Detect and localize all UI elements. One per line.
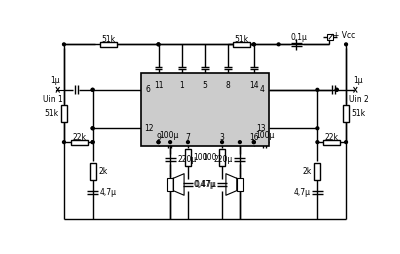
Circle shape — [91, 127, 94, 130]
Bar — [237, 178, 243, 191]
Circle shape — [238, 141, 241, 144]
Circle shape — [316, 127, 319, 130]
Text: 5: 5 — [202, 81, 208, 89]
Circle shape — [345, 43, 348, 46]
Circle shape — [157, 43, 160, 46]
Text: + Vcc: + Vcc — [333, 30, 355, 40]
Text: 220µ: 220µ — [214, 155, 233, 164]
Circle shape — [91, 141, 94, 144]
Circle shape — [252, 141, 255, 144]
Text: 11: 11 — [154, 81, 163, 89]
Circle shape — [316, 141, 319, 144]
Text: 16: 16 — [249, 133, 259, 142]
Text: 6: 6 — [145, 85, 150, 94]
Bar — [61, 105, 67, 122]
Bar — [327, 34, 333, 40]
Circle shape — [345, 141, 348, 144]
Bar — [167, 178, 173, 191]
Circle shape — [157, 141, 160, 144]
Circle shape — [335, 88, 338, 91]
Text: 7: 7 — [186, 133, 190, 142]
Circle shape — [62, 141, 65, 144]
Text: 51k: 51k — [44, 109, 58, 118]
Text: 100: 100 — [193, 153, 208, 162]
Text: 100: 100 — [202, 153, 217, 162]
Text: 220µ: 220µ — [177, 155, 196, 164]
Text: 100µ: 100µ — [255, 132, 274, 140]
Text: 8: 8 — [226, 81, 231, 89]
Text: 0,1µ: 0,1µ — [290, 33, 307, 42]
Text: 22k: 22k — [324, 133, 338, 142]
Circle shape — [221, 141, 224, 144]
Circle shape — [186, 141, 189, 144]
Text: 4: 4 — [260, 85, 265, 94]
Circle shape — [91, 88, 94, 91]
Bar — [314, 163, 320, 180]
Text: 1: 1 — [179, 81, 184, 89]
Circle shape — [157, 141, 160, 144]
Text: 51k: 51k — [234, 35, 248, 44]
Bar — [90, 163, 96, 180]
Bar — [343, 105, 349, 122]
Text: 13: 13 — [256, 124, 266, 133]
Text: 2k: 2k — [303, 167, 312, 176]
Text: 9: 9 — [156, 133, 161, 142]
Circle shape — [252, 43, 255, 46]
Circle shape — [62, 43, 65, 46]
Circle shape — [252, 141, 255, 144]
Text: 51k: 51k — [352, 109, 366, 118]
Circle shape — [91, 88, 94, 91]
Text: 22k: 22k — [72, 133, 86, 142]
Circle shape — [252, 43, 255, 46]
Bar — [100, 42, 117, 47]
Text: Uin 1: Uin 1 — [43, 95, 63, 104]
Text: 2k: 2k — [98, 167, 107, 176]
Bar — [142, 73, 268, 146]
Text: 1µ: 1µ — [354, 76, 363, 85]
Text: 0,47µ: 0,47µ — [193, 180, 215, 189]
Text: Uin 2: Uin 2 — [348, 95, 368, 104]
Circle shape — [91, 141, 94, 144]
Text: 100µ: 100µ — [160, 132, 179, 140]
Bar — [233, 42, 250, 47]
Bar — [219, 149, 225, 166]
Text: 51k: 51k — [101, 35, 115, 44]
Text: 4,7µ: 4,7µ — [100, 188, 117, 197]
Bar — [71, 140, 88, 145]
Text: 12: 12 — [144, 124, 154, 133]
Circle shape — [335, 88, 338, 91]
Circle shape — [277, 43, 280, 46]
Bar — [323, 140, 340, 145]
Bar — [185, 149, 191, 166]
Circle shape — [316, 88, 319, 91]
Circle shape — [169, 141, 172, 144]
Text: 1µ: 1µ — [50, 76, 60, 85]
Circle shape — [91, 127, 94, 130]
Circle shape — [157, 43, 160, 46]
Text: 4,7µ: 4,7µ — [294, 188, 310, 197]
Text: 3: 3 — [220, 133, 224, 142]
Text: 0,47µ: 0,47µ — [195, 180, 217, 189]
Text: 14: 14 — [249, 81, 259, 89]
